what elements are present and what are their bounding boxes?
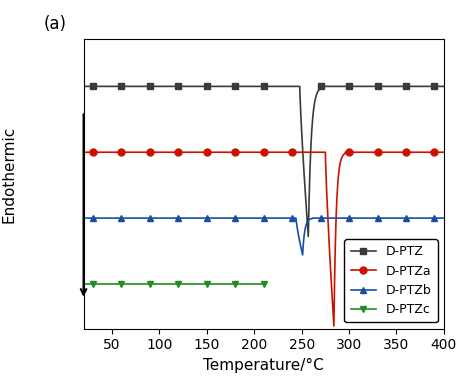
X-axis label: Temperature/°C: Temperature/°C: [203, 358, 324, 373]
Text: (a): (a): [44, 15, 67, 33]
Text: Endothermic: Endothermic: [2, 126, 17, 223]
Legend: D-PTZ, D-PTZa, D-PTZb, D-PTZc: D-PTZ, D-PTZa, D-PTZb, D-PTZc: [345, 239, 438, 322]
